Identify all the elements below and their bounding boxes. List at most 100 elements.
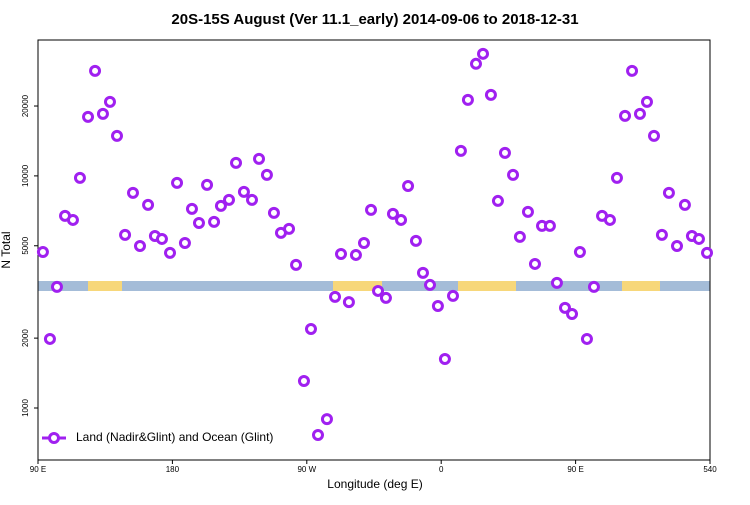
point [312,429,324,442]
point [566,308,579,321]
point [379,291,392,304]
point [171,176,184,189]
point [528,257,541,270]
point [469,57,482,70]
point [521,205,534,218]
point [386,207,399,220]
point [96,107,109,120]
point [126,186,139,199]
point [304,322,317,335]
point [50,280,63,293]
point [678,198,691,211]
x-tick-label: 0 [439,465,444,474]
point [491,194,504,207]
point [297,375,310,388]
y-tick-label: 2000 [21,329,30,347]
point [357,236,370,249]
surface-band [38,281,710,291]
point [513,230,526,243]
point [155,232,168,245]
point [438,352,451,365]
point [409,234,422,247]
point [587,280,600,293]
point [267,206,280,219]
point [619,109,632,122]
y-tick-label: 10000 [21,164,30,187]
point [36,246,49,259]
point [142,198,155,211]
point [484,88,497,101]
point [192,216,205,229]
x-tick-label: 90 W [297,465,316,474]
point [701,246,714,259]
land-band [333,281,382,291]
point [603,213,616,226]
point [342,296,355,309]
point [245,193,258,206]
point [119,228,132,241]
point [89,64,102,77]
y-axis-label: N Total [0,231,13,268]
point [260,168,273,181]
point [290,258,303,271]
chart-title: 20S-15S August (Ver 11.1_early) 2014-09-… [171,11,578,28]
point [237,185,250,198]
point [329,290,342,303]
point [424,278,436,291]
point [334,247,347,260]
point [662,186,675,199]
x-tick-label: 180 [166,465,180,474]
point [66,213,79,226]
legend-marker [48,432,60,444]
legend-label: Land (Nadir&Glint) and Ocean (Glint) [76,430,273,444]
point [558,301,571,314]
y-tick-label: 20000 [21,94,30,117]
point [349,248,362,261]
point [498,146,511,159]
point [692,232,705,245]
point [640,95,653,108]
point [253,152,266,165]
x-tick-label: 90 E [30,465,46,474]
point [626,64,639,77]
point [283,222,296,235]
point [610,171,623,184]
land-band [88,281,122,291]
point [648,129,660,142]
point [395,213,408,226]
point [477,47,490,60]
point [43,332,56,345]
land-band [458,281,516,291]
point [185,202,198,215]
point [416,266,429,279]
point [103,95,116,108]
point [320,413,333,426]
point [633,107,646,120]
point [164,246,177,259]
point [208,215,221,228]
point [446,289,459,302]
point [655,228,668,241]
point [543,219,556,232]
point [222,193,235,206]
point [402,179,415,192]
point [82,110,95,123]
point [73,171,86,184]
point [573,246,586,259]
point [670,239,683,252]
x-tick-label: 540 [703,465,717,474]
point [431,300,444,313]
x-axis-label: Longitude (deg E) [327,477,422,491]
point [372,284,385,297]
point [580,332,593,345]
point [365,203,378,216]
y-tick-label: 5000 [21,236,30,254]
point [201,178,214,191]
land-band [622,281,660,291]
point [507,168,520,181]
point [178,236,191,249]
y-tick-label: 1000 [21,399,30,417]
point [550,276,563,289]
point [133,239,146,252]
